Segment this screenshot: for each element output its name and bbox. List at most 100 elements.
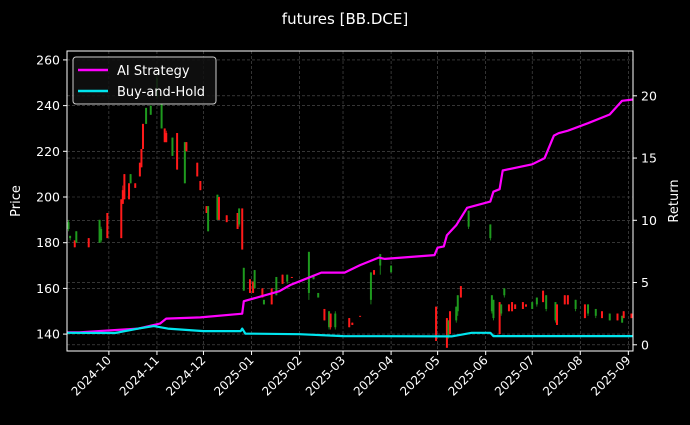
candle-body: [503, 288, 506, 296]
candle: [225, 215, 228, 223]
candle: [600, 311, 603, 319]
candle-body: [542, 290, 545, 303]
candle: [141, 123, 144, 150]
candle: [100, 226, 103, 243]
candle: [216, 194, 219, 220]
candle: [129, 174, 132, 184]
candle-body: [262, 299, 265, 305]
candle: [286, 274, 289, 284]
candle-body: [123, 174, 126, 200]
candle: [514, 304, 517, 309]
y-left-tick-label: 240: [36, 98, 60, 113]
candle: [138, 162, 141, 177]
candle-body: [583, 304, 586, 319]
candle: [351, 322, 354, 325]
candle-body: [128, 183, 131, 200]
candle-body: [87, 238, 90, 248]
candle: [490, 295, 493, 314]
y-axis-left-label: Price: [9, 185, 24, 217]
candle: [185, 142, 188, 152]
candle-body: [183, 142, 186, 184]
candle: [608, 313, 611, 321]
candle-body: [489, 224, 492, 239]
candle: [242, 267, 245, 291]
candle: [73, 240, 76, 248]
candle-body: [106, 212, 109, 239]
y-left-tick-label: 260: [36, 52, 60, 67]
y-right-tick-label: 5: [641, 275, 649, 290]
candle-body: [163, 128, 166, 143]
candle-body: [120, 199, 123, 239]
candle-body: [236, 212, 239, 229]
candle: [369, 272, 372, 305]
legend-label-ai: AI Strategy: [117, 64, 190, 79]
candle-body: [149, 105, 152, 115]
candle-body: [630, 313, 633, 319]
candle-body: [141, 123, 144, 150]
candle: [253, 270, 256, 289]
candle-body: [165, 133, 168, 143]
candle: [75, 231, 78, 243]
candle-body: [121, 190, 124, 204]
candle: [525, 304, 528, 307]
candle-body: [145, 107, 148, 124]
candle-body: [498, 302, 501, 335]
y-left-tick-label: 200: [36, 190, 60, 205]
candle-body: [253, 270, 256, 289]
candle: [134, 183, 137, 188]
candle: [176, 133, 179, 170]
candle-body: [261, 288, 264, 298]
candle: [456, 295, 459, 316]
candle-body: [507, 304, 510, 312]
candle: [531, 302, 534, 309]
candle-body: [216, 194, 219, 220]
candle-body: [500, 304, 503, 314]
y-left-tick-label: 160: [36, 281, 60, 296]
candle-body: [574, 299, 577, 309]
candle-body: [521, 302, 524, 309]
candle: [373, 270, 376, 275]
candle: [583, 304, 586, 319]
candle-body: [290, 276, 293, 278]
y-right-tick-label: 0: [641, 337, 649, 352]
candle: [511, 302, 514, 312]
candle-body: [185, 142, 188, 152]
candle-body: [160, 103, 163, 129]
candle: [248, 279, 251, 293]
candle-body: [100, 228, 103, 241]
candle-body: [323, 308, 326, 321]
candle: [121, 185, 124, 204]
candle-body: [134, 183, 137, 188]
candle: [106, 212, 109, 239]
candle: [183, 142, 186, 184]
candle: [160, 103, 163, 129]
candle: [199, 181, 202, 191]
candle-body: [140, 149, 143, 168]
candle-body: [196, 162, 199, 177]
candle: [556, 304, 559, 325]
candle-body: [622, 311, 625, 319]
candle: [87, 238, 90, 248]
candle: [329, 313, 332, 330]
candle: [290, 276, 293, 278]
candles: [67, 73, 633, 348]
candle: [207, 206, 210, 232]
candle-body: [351, 322, 354, 325]
candle-body: [241, 208, 244, 250]
candle: [507, 304, 510, 312]
candle-body: [242, 267, 245, 291]
candle-body: [138, 162, 141, 177]
candle: [498, 302, 501, 335]
candle-body: [225, 215, 228, 223]
candle: [503, 288, 506, 298]
candle-body: [616, 313, 619, 321]
candle-body: [492, 299, 495, 319]
candle: [622, 311, 625, 319]
candle-body: [621, 315, 624, 323]
candle: [566, 295, 569, 305]
candle-body: [490, 295, 493, 312]
candle: [500, 304, 503, 316]
candle: [217, 197, 220, 220]
candle-body: [98, 219, 101, 243]
candle: [145, 107, 148, 124]
